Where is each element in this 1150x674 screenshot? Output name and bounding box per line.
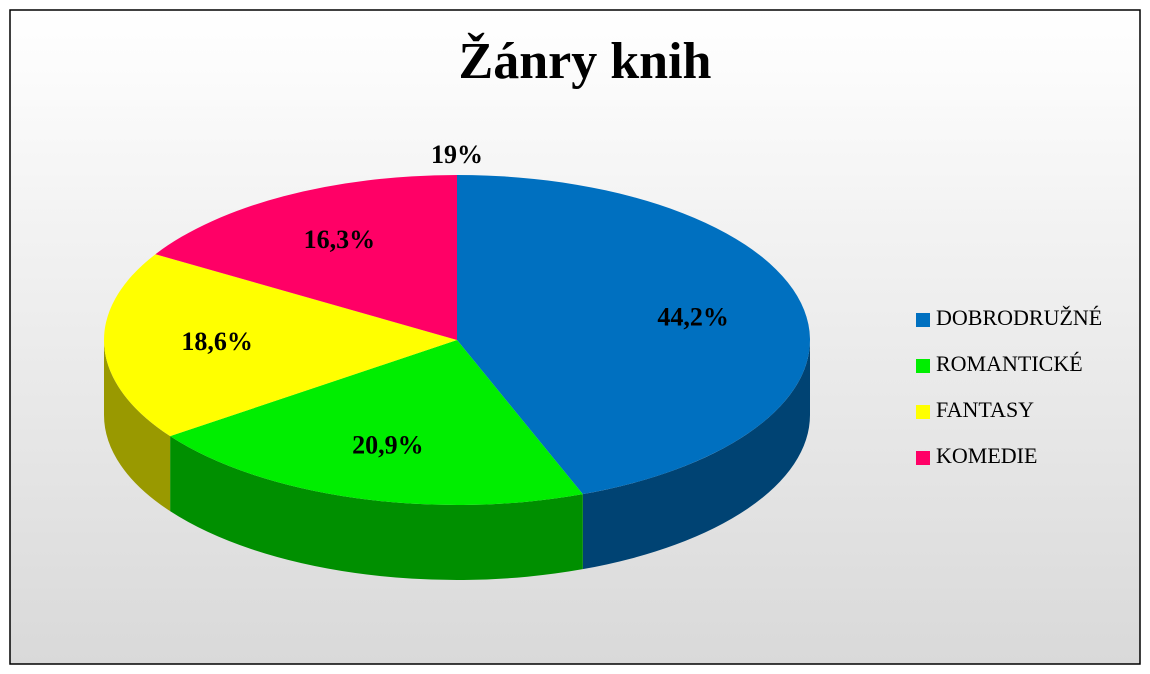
pie-side <box>104 340 171 512</box>
pie-side <box>582 340 810 570</box>
data-label: 16,3% <box>304 225 376 254</box>
data-label: 18,6% <box>181 327 253 356</box>
legend-label: KOMEDIE <box>936 443 1037 468</box>
legend-label: ROMANTICKÉ <box>936 351 1083 376</box>
legend-swatch <box>916 405 930 419</box>
legend-swatch <box>916 313 930 327</box>
chart-title: Žánry knih <box>459 32 712 90</box>
pie-slice <box>104 254 457 437</box>
legend-swatch <box>916 451 930 465</box>
pie-slice <box>170 340 583 505</box>
annotation: 19% <box>431 140 483 169</box>
legend-label: FANTASY <box>936 397 1034 422</box>
legend-label: DOBRODRUŽNÉ <box>936 305 1102 330</box>
pie-slice <box>155 175 457 340</box>
legend-swatch <box>916 359 930 373</box>
data-label: 20,9% <box>352 430 424 459</box>
data-label: 44,2% <box>657 303 729 332</box>
pie-slice <box>457 175 810 495</box>
pie-side <box>170 436 583 580</box>
